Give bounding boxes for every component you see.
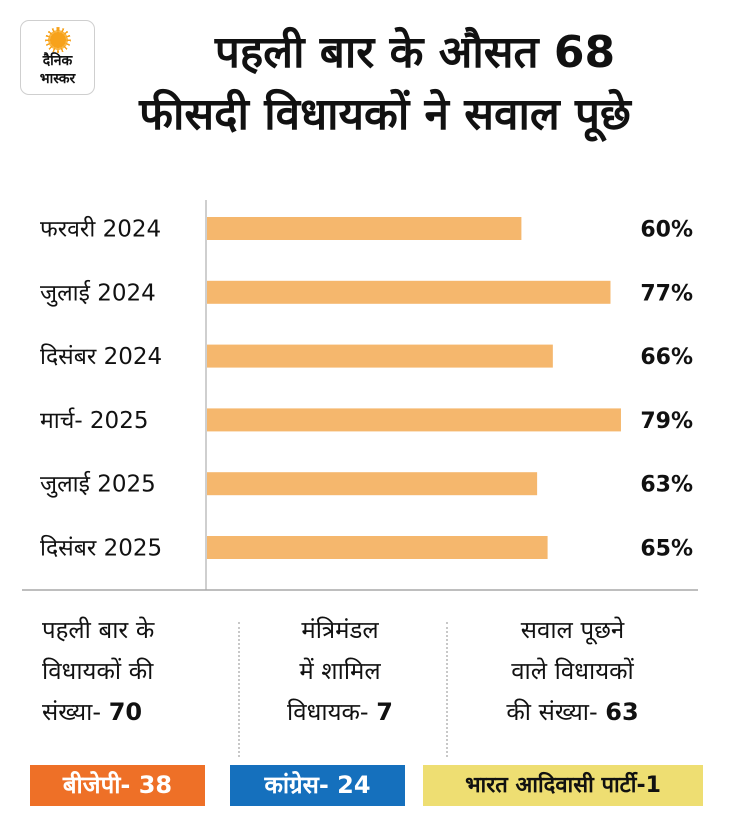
bar xyxy=(207,344,553,368)
title-line2: फीसदी विधायकों ने सवाल पूछे xyxy=(139,89,631,140)
sun-icon xyxy=(48,30,68,50)
stat-value: 7 xyxy=(376,698,393,726)
bar xyxy=(207,217,522,240)
logo-text-line1: दैनिक xyxy=(42,53,73,69)
bar xyxy=(207,536,548,559)
value-label: 60% xyxy=(640,218,693,243)
bar xyxy=(207,408,621,432)
stat-text: पहली बार के xyxy=(42,616,155,644)
party-badge-bap: भारत आदिवासी पार्टी-1 xyxy=(423,765,703,806)
category-label: मार्च- 2025 xyxy=(40,407,148,434)
stat-text: विधायकों की xyxy=(42,657,154,685)
stat-question-askers: सवाल पूछने वाले विधायकों की संख्या- 63 xyxy=(445,610,700,750)
stat-text: वाले विधायकों xyxy=(511,657,634,685)
value-label: 66% xyxy=(640,345,693,370)
stat-cabinet-mlas: मंत्रिमंडल में शामिल विधायक- 7 xyxy=(240,610,440,750)
page-title: पहली बार के औसत 68 फीसदी विधायकों ने सवा… xyxy=(100,22,730,146)
stat-text: विधायक- xyxy=(287,698,377,726)
divider xyxy=(446,622,448,757)
dainik-bhaskar-logo: दैनिक भास्कर xyxy=(20,20,95,95)
stats-row: पहली बार के विधायकों की संख्या- 70 मंत्र… xyxy=(0,610,730,757)
value-label: 77% xyxy=(640,281,693,306)
stat-first-time-mlas: पहली बार के विधायकों की संख्या- 70 xyxy=(20,610,230,750)
bar xyxy=(207,472,538,496)
value-label: 63% xyxy=(640,473,693,498)
stat-text: मंत्रिमंडल xyxy=(301,616,379,644)
stat-value: 63 xyxy=(605,698,639,726)
category-label: जुलाई 2024 xyxy=(40,279,156,307)
value-label: 65% xyxy=(640,537,693,562)
stat-value: 70 xyxy=(108,698,143,726)
logo-text-line2: भास्कर xyxy=(39,71,76,87)
bar-chart: फरवरी 2024 60% जुलाई 2024 77% दिसंबर 2024 66%… xyxy=(22,200,698,591)
party-badge-bjp: बीजेपी- 38 xyxy=(30,765,205,806)
stat-text: की संख्या- xyxy=(506,698,606,726)
category-label: फरवरी 2024 xyxy=(40,216,161,243)
category-label: जुलाई 2025 xyxy=(40,471,156,499)
party-badge-congress: कांग्रेस- 24 xyxy=(230,765,405,806)
category-label: दिसंबर 2025 xyxy=(40,535,162,562)
stat-text: सवाल पूछने xyxy=(520,616,625,644)
value-label: 79% xyxy=(640,409,693,434)
category-label: दिसंबर 2024 xyxy=(40,343,162,370)
bar xyxy=(207,280,611,304)
divider xyxy=(238,622,240,757)
stat-text: संख्या- xyxy=(42,698,109,726)
stat-text: में शामिल xyxy=(299,657,381,685)
title-line1: पहली बार के औसत 68 xyxy=(214,27,616,78)
